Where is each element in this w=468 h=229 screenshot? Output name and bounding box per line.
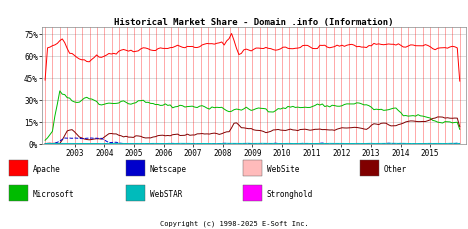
Text: Copyright (c) 1998-2025 E-Soft Inc.: Copyright (c) 1998-2025 E-Soft Inc. — [160, 219, 308, 226]
Text: Microsoft: Microsoft — [33, 189, 74, 198]
Title: Historical Market Share - Domain .info (Information): Historical Market Share - Domain .info (… — [114, 18, 394, 27]
Text: Apache: Apache — [33, 164, 60, 173]
Text: Stronghold: Stronghold — [267, 189, 313, 198]
Text: Other: Other — [384, 164, 407, 173]
Text: WebSTAR: WebSTAR — [150, 189, 182, 198]
Text: Netscape: Netscape — [150, 164, 187, 173]
Text: WebSite: WebSite — [267, 164, 299, 173]
